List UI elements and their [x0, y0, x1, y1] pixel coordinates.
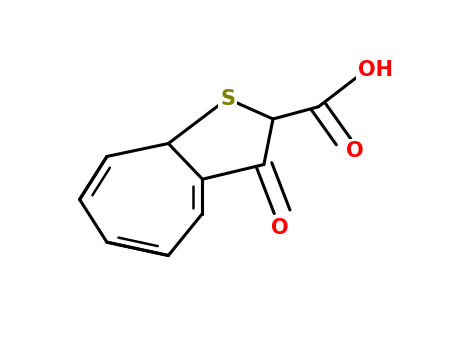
- Text: S: S: [220, 89, 235, 109]
- Text: O: O: [346, 140, 364, 161]
- Text: O: O: [271, 217, 288, 238]
- Text: OH: OH: [358, 60, 393, 80]
